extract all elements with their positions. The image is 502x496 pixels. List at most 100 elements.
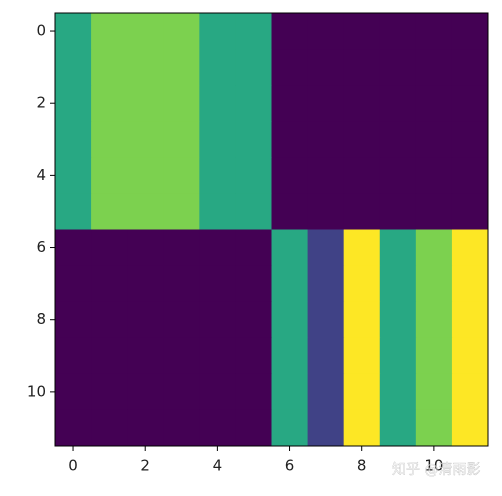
cell [271, 13, 309, 50]
cell [163, 13, 200, 50]
cell [307, 13, 345, 50]
cell [235, 265, 272, 303]
cell [91, 229, 128, 267]
cell [163, 121, 200, 158]
cell [127, 229, 164, 267]
cell [307, 337, 345, 375]
cell [127, 85, 164, 122]
cell [415, 121, 453, 158]
cell [163, 229, 200, 267]
cell [271, 85, 309, 122]
cell [127, 301, 164, 339]
cell [451, 301, 489, 339]
cell [451, 337, 489, 375]
cell [343, 193, 381, 230]
x-tick-label: 10 [424, 457, 443, 475]
cell [91, 265, 128, 303]
cell [415, 193, 453, 230]
cell [55, 301, 92, 339]
y-tick-label: 10 [27, 382, 46, 400]
cell [235, 49, 272, 86]
cell [343, 373, 381, 411]
cell [451, 49, 489, 86]
cell [55, 85, 92, 122]
cell [235, 193, 272, 230]
cell [451, 265, 489, 303]
cell [163, 265, 200, 303]
cell [343, 265, 381, 303]
x-tick-label: 0 [68, 457, 78, 475]
cell [127, 49, 164, 86]
cell [55, 157, 92, 194]
cell [307, 229, 345, 267]
cell [199, 301, 236, 339]
cell [235, 121, 272, 158]
cell [235, 13, 272, 50]
cell [271, 301, 309, 339]
cell [343, 49, 381, 86]
cell [235, 373, 272, 411]
cell [55, 193, 92, 230]
cell [163, 409, 200, 447]
y-tick-label: 4 [36, 166, 46, 184]
cell [343, 121, 381, 158]
cell [163, 85, 200, 122]
cell [91, 337, 128, 375]
cell [199, 373, 236, 411]
cell [307, 409, 345, 447]
cell [343, 229, 381, 267]
cell [379, 121, 417, 158]
cell [343, 85, 381, 122]
cell [127, 121, 164, 158]
cell [307, 49, 345, 86]
cell [199, 13, 236, 50]
y-tick-label: 2 [36, 94, 46, 112]
cell [379, 229, 417, 267]
cell [199, 121, 236, 158]
cell [415, 265, 453, 303]
cell [343, 301, 381, 339]
cell [235, 85, 272, 122]
cell [379, 409, 417, 447]
cell [415, 157, 453, 194]
cell [199, 337, 236, 375]
cell [271, 229, 309, 267]
cell [91, 193, 128, 230]
cell [307, 193, 345, 230]
cell [379, 13, 417, 50]
x-tick-label: 4 [213, 457, 223, 475]
cell [271, 49, 309, 86]
cell [199, 85, 236, 122]
cell [343, 409, 381, 447]
cell [91, 49, 128, 86]
cell [127, 373, 164, 411]
cell [127, 193, 164, 230]
cell [415, 337, 453, 375]
cell [379, 193, 417, 230]
cell [235, 409, 272, 447]
cell [199, 157, 236, 194]
cell [307, 121, 345, 158]
cell [235, 229, 272, 267]
cell [307, 265, 345, 303]
cell [127, 157, 164, 194]
cell [199, 193, 236, 230]
cell [379, 373, 417, 411]
cell [451, 373, 489, 411]
cell [163, 49, 200, 86]
cell [415, 373, 453, 411]
watermark: 知乎 @清雨影 [392, 461, 480, 478]
cell [379, 157, 417, 194]
cell [55, 49, 92, 86]
cell [307, 301, 345, 339]
cell [451, 13, 489, 50]
cell [55, 13, 92, 50]
cell [199, 265, 236, 303]
cell [271, 157, 309, 194]
cell [451, 157, 489, 194]
cell [91, 373, 128, 411]
cell [271, 265, 309, 303]
cell [271, 373, 309, 411]
cell [163, 373, 200, 411]
cell [91, 13, 128, 50]
